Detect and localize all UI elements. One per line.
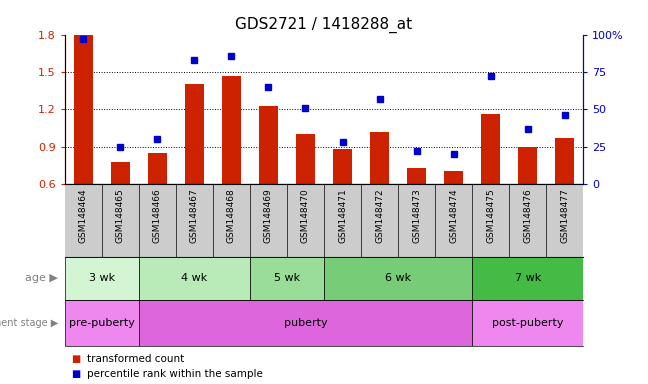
Text: 7 wk: 7 wk xyxy=(515,273,541,283)
Bar xyxy=(481,114,500,184)
Bar xyxy=(555,138,574,184)
Bar xyxy=(518,147,537,184)
Bar xyxy=(148,153,167,184)
Text: GSM148466: GSM148466 xyxy=(153,188,162,243)
Bar xyxy=(296,134,315,184)
Bar xyxy=(324,257,472,300)
Bar xyxy=(65,257,139,300)
Bar xyxy=(185,84,203,184)
Bar xyxy=(445,170,463,184)
Bar xyxy=(333,149,352,184)
Text: ■: ■ xyxy=(71,369,80,379)
Text: GSM148477: GSM148477 xyxy=(560,188,569,243)
Bar xyxy=(259,106,278,184)
Text: GSM148473: GSM148473 xyxy=(412,188,421,243)
Text: 6 wk: 6 wk xyxy=(385,273,411,283)
Text: 5 wk: 5 wk xyxy=(274,273,300,283)
Bar xyxy=(139,300,472,346)
Text: percentile rank within the sample: percentile rank within the sample xyxy=(87,369,263,379)
Text: ■: ■ xyxy=(71,354,80,364)
Text: GSM148468: GSM148468 xyxy=(227,188,236,243)
Text: GSM148475: GSM148475 xyxy=(486,188,495,243)
Text: development stage ▶: development stage ▶ xyxy=(0,318,58,328)
Bar xyxy=(74,35,93,184)
Text: GSM148474: GSM148474 xyxy=(449,188,458,243)
Text: 3 wk: 3 wk xyxy=(89,273,115,283)
Text: GSM148471: GSM148471 xyxy=(338,188,347,243)
Bar xyxy=(472,257,583,300)
Bar xyxy=(250,257,324,300)
Text: GSM148476: GSM148476 xyxy=(523,188,532,243)
Title: GDS2721 / 1418288_at: GDS2721 / 1418288_at xyxy=(235,17,413,33)
Bar xyxy=(472,300,583,346)
Bar xyxy=(111,162,130,184)
Bar xyxy=(370,132,389,184)
Text: GSM148464: GSM148464 xyxy=(79,188,88,243)
Bar xyxy=(65,300,139,346)
Text: age ▶: age ▶ xyxy=(25,273,58,283)
Text: GSM148469: GSM148469 xyxy=(264,188,273,243)
Text: GSM148467: GSM148467 xyxy=(190,188,199,243)
Text: GSM148472: GSM148472 xyxy=(375,188,384,243)
Bar xyxy=(139,257,250,300)
Text: 4 wk: 4 wk xyxy=(181,273,207,283)
Text: pre-puberty: pre-puberty xyxy=(69,318,135,328)
Text: GSM148470: GSM148470 xyxy=(301,188,310,243)
Text: post-puberty: post-puberty xyxy=(492,318,563,328)
Text: puberty: puberty xyxy=(284,318,327,328)
Bar xyxy=(222,76,240,184)
Text: transformed count: transformed count xyxy=(87,354,185,364)
Bar xyxy=(408,168,426,184)
Text: GSM148465: GSM148465 xyxy=(116,188,125,243)
